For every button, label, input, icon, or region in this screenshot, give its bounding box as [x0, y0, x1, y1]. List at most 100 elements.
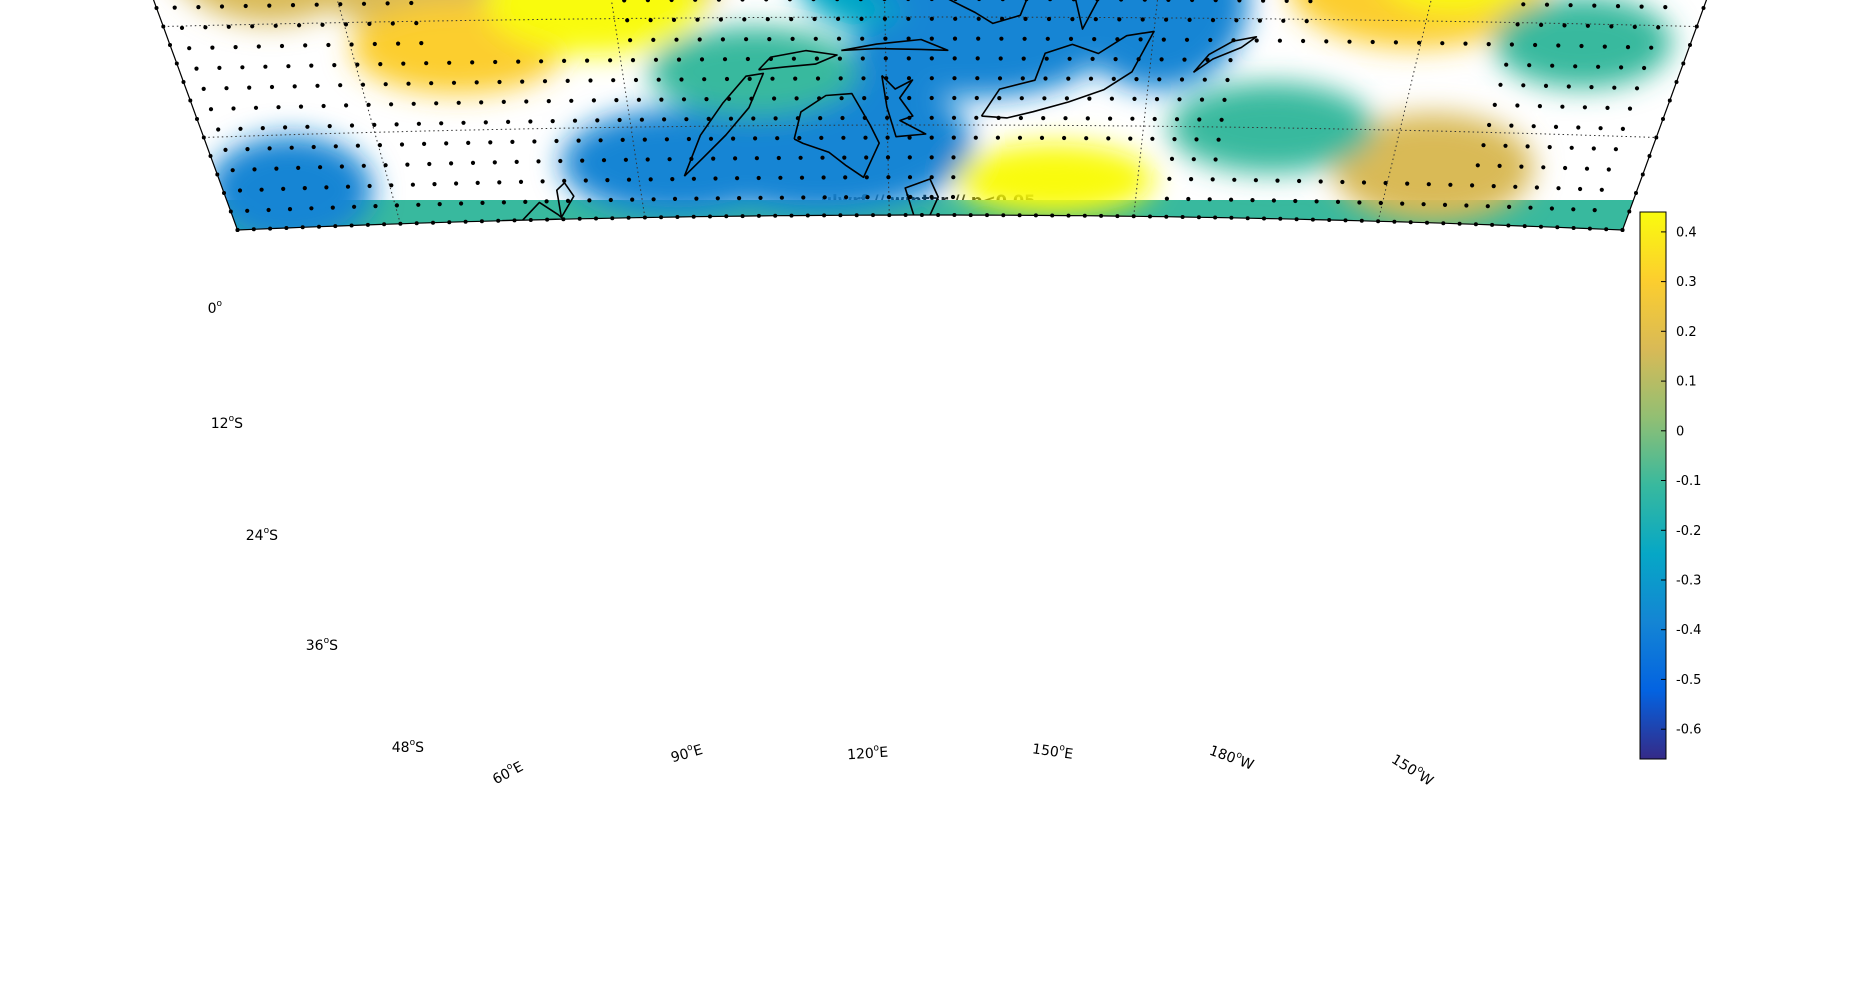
stipple-dot — [1213, 0, 1218, 3]
stipple-dot — [951, 135, 956, 140]
stipple-dot — [1498, 82, 1503, 87]
stipple-dot — [1020, 76, 1025, 81]
stipple-dot — [1232, 177, 1237, 182]
stipple-dot — [1549, 206, 1554, 211]
stipple-dot — [1634, 86, 1640, 91]
stipple-dot — [1210, 18, 1216, 23]
edge-dot — [1425, 220, 1429, 225]
stipple-dot — [906, 0, 911, 2]
stipple-dot — [998, 56, 1003, 61]
stipple-dot — [1164, 17, 1169, 22]
stipple-dot — [194, 66, 199, 71]
stipple-dot — [405, 162, 410, 167]
stipple-dot — [1497, 163, 1502, 168]
stipple-dot — [951, 155, 956, 160]
stipple-dot — [1492, 102, 1497, 107]
stipple-dot — [1378, 200, 1383, 206]
edge-dot — [756, 213, 761, 218]
stipple-dot — [1095, 0, 1100, 2]
stipple-dot — [1128, 136, 1133, 141]
stipple-dot — [662, 117, 667, 122]
edge-dot — [1392, 219, 1397, 224]
edge-dot — [496, 218, 501, 223]
stipple-dot — [863, 135, 868, 140]
edge-dot — [195, 117, 199, 121]
stipple-dot — [1297, 178, 1302, 184]
stipple-dot — [444, 141, 449, 146]
stipple-dot — [447, 60, 452, 65]
stipple-dot — [814, 56, 820, 61]
stipple-dot — [716, 0, 722, 2]
stipple-dot — [1448, 182, 1453, 187]
stipple-dot — [794, 96, 799, 101]
stipple-dot — [493, 59, 498, 65]
stipple-dot — [715, 196, 720, 201]
edge-dot — [1457, 221, 1462, 226]
edge-dot — [222, 191, 226, 195]
edge-dot — [1473, 222, 1478, 227]
stipple-dot — [1019, 96, 1024, 101]
stipple-dot — [620, 137, 625, 142]
stipple-dot — [735, 176, 740, 181]
edge-dot — [1490, 222, 1495, 227]
lon-label-90e: 90oE — [669, 740, 705, 766]
stipple-dot — [1335, 199, 1341, 204]
stipple-dot — [524, 99, 529, 104]
edge-dot — [398, 221, 403, 226]
edge-dot — [228, 209, 233, 214]
stipple-dot — [373, 204, 378, 209]
edge-dot — [1164, 214, 1169, 219]
stipple-dot — [929, 76, 934, 81]
edge-dot — [251, 227, 256, 232]
stipple-dot — [321, 103, 326, 109]
stipple-dot — [372, 41, 377, 47]
edge-dot — [985, 213, 989, 218]
stipple-dot — [977, 0, 982, 2]
stipple-dot — [540, 179, 545, 184]
stipple-dot — [1134, 77, 1139, 82]
stipple-dot — [628, 38, 633, 43]
stipple-dot — [240, 65, 245, 70]
colorbar-tick-label: 0.3 — [1676, 275, 1697, 290]
stipple-dot — [451, 80, 457, 85]
edge-dot — [1647, 154, 1652, 158]
stipple-dot — [231, 106, 236, 111]
stipple-dot — [208, 107, 214, 112]
edge-dot — [1661, 117, 1665, 121]
edge-dot — [1627, 209, 1632, 214]
stipple-dot — [929, 175, 934, 180]
lon-label-60e: 60oE — [489, 757, 526, 788]
edge-dot — [1674, 80, 1679, 84]
stipple-dot — [1442, 202, 1448, 207]
stipple-dot — [238, 126, 243, 131]
stipple-dot — [1573, 64, 1578, 69]
colorbar-tick-label: -0.4 — [1676, 623, 1701, 638]
stipple-dot — [542, 79, 548, 84]
stipple-dot — [843, 175, 848, 180]
edge-dot — [968, 213, 973, 218]
stipple-dot — [667, 157, 672, 162]
stipple-dot — [1527, 63, 1532, 68]
stipple-dot — [1066, 76, 1071, 81]
coastline — [1192, 36, 1258, 74]
stipple-dot — [821, 175, 826, 180]
stipple-dot — [886, 195, 892, 200]
edge-dot — [871, 213, 875, 218]
stipple-dot — [884, 76, 889, 81]
stipple-dot — [840, 115, 845, 121]
coastline — [890, 178, 939, 230]
stipple-dot — [572, 118, 578, 123]
lat-label-24s: 24oS — [246, 526, 278, 544]
stipple-dot — [906, 36, 911, 41]
stipple-dot — [882, 0, 887, 2]
stipple-dot — [1194, 137, 1199, 142]
stipple-dot — [623, 157, 629, 162]
stipple-dot — [367, 21, 372, 26]
edge-dot — [952, 213, 957, 217]
stipple-dot — [1308, 0, 1313, 4]
edge-dot — [1148, 214, 1152, 219]
stipple-dot — [532, 139, 537, 144]
stipple-dot — [1605, 105, 1610, 110]
stipple-dot — [179, 25, 185, 30]
stipple-dot — [1167, 176, 1172, 181]
